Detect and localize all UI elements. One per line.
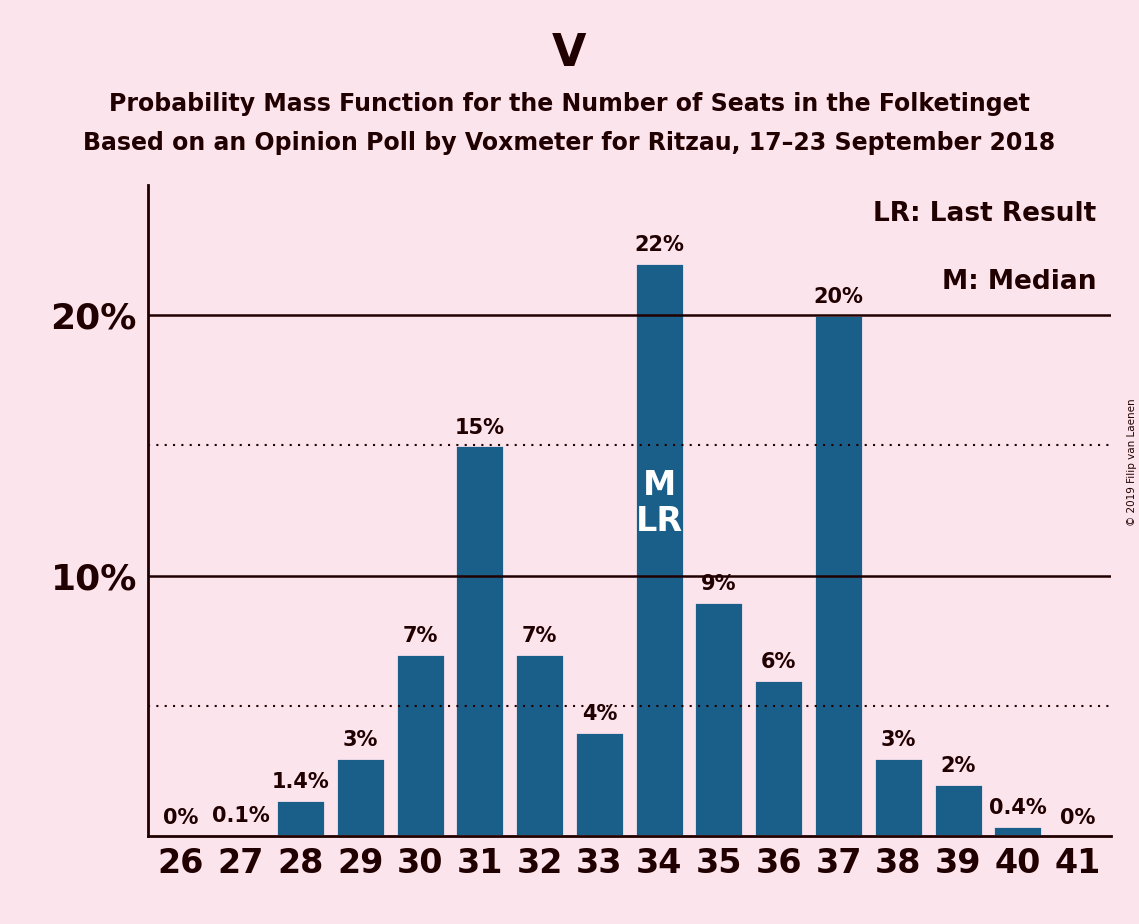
Text: 15%: 15% [454, 418, 505, 438]
Text: Probability Mass Function for the Number of Seats in the Folketinget: Probability Mass Function for the Number… [109, 92, 1030, 116]
Bar [276, 800, 325, 836]
Bar [754, 680, 803, 836]
Text: 20%: 20% [813, 287, 863, 308]
Bar [336, 758, 385, 836]
Bar [456, 445, 505, 836]
Text: 2%: 2% [941, 756, 976, 776]
Text: 4%: 4% [582, 704, 617, 724]
Bar [814, 315, 863, 836]
Text: 7%: 7% [402, 626, 437, 646]
Bar [216, 833, 265, 836]
Text: 9%: 9% [702, 574, 737, 594]
Text: 6%: 6% [761, 652, 796, 672]
Text: 3%: 3% [880, 730, 916, 750]
Text: V: V [552, 32, 587, 76]
Text: 1.4%: 1.4% [271, 772, 329, 792]
Bar [874, 758, 923, 836]
Bar [395, 654, 444, 836]
Text: M
LR: M LR [636, 469, 682, 538]
Text: 0%: 0% [1060, 808, 1096, 829]
Text: LR: Last Result: LR: Last Result [872, 201, 1096, 227]
Bar [934, 784, 983, 836]
Text: 0.1%: 0.1% [212, 806, 270, 826]
Text: 22%: 22% [634, 235, 685, 255]
Bar [993, 826, 1042, 836]
Bar [515, 654, 564, 836]
Text: Based on an Opinion Poll by Voxmeter for Ritzau, 17–23 September 2018: Based on an Opinion Poll by Voxmeter for… [83, 131, 1056, 155]
Text: 7%: 7% [522, 626, 557, 646]
Text: 0.4%: 0.4% [989, 798, 1047, 818]
Text: 3%: 3% [343, 730, 378, 750]
Bar [695, 602, 744, 836]
Bar [575, 732, 624, 836]
Text: M: Median: M: Median [942, 270, 1096, 296]
Text: © 2019 Filip van Laenen: © 2019 Filip van Laenen [1126, 398, 1137, 526]
Bar [634, 263, 683, 836]
Text: 0%: 0% [163, 808, 198, 829]
